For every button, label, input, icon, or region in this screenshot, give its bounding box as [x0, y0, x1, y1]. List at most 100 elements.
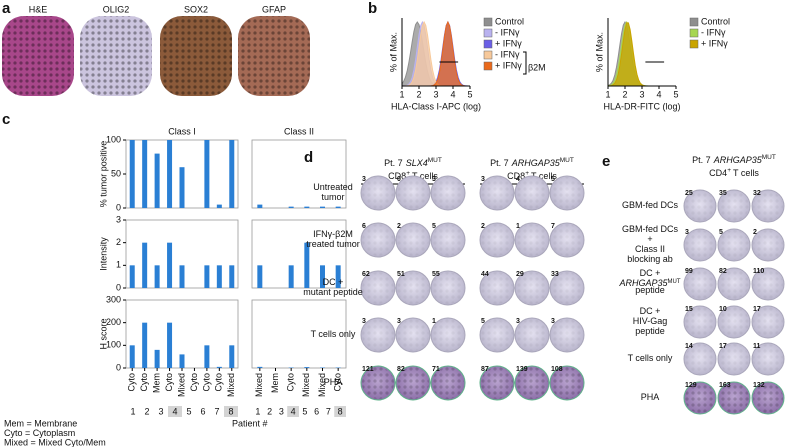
bar	[179, 265, 185, 288]
row-label-sup: MUT	[668, 279, 681, 285]
elispot-spots	[397, 319, 429, 351]
elispot-spots	[719, 230, 749, 260]
elispot-spots	[481, 319, 513, 351]
stain-label: OLIG2	[103, 4, 130, 14]
header-patient: Pt. 7	[384, 158, 403, 168]
header-patient: Pt. 7	[490, 158, 509, 168]
y-tick-label: 100	[106, 134, 121, 144]
y-tick-label: 100	[106, 340, 121, 350]
bar	[229, 140, 235, 208]
elispot-spots	[516, 177, 548, 209]
y-tick-label: 0	[116, 202, 121, 212]
x-tick-label: 4	[656, 89, 661, 99]
x-tick-label: Cyto	[189, 373, 199, 392]
spot-count: 3	[432, 176, 436, 183]
elispot-spots	[397, 224, 429, 256]
elispot-spots	[432, 224, 464, 256]
row-label-line: mutant peptide	[303, 287, 363, 297]
elispot-spots	[719, 383, 749, 413]
spot-count: 139	[516, 366, 528, 373]
bar	[142, 322, 148, 368]
spot-count: 10	[719, 306, 727, 313]
bar	[304, 367, 310, 368]
row-label-line: peptide	[635, 285, 665, 295]
spot-count: 3	[397, 318, 401, 325]
elispot-spots	[432, 367, 464, 399]
spot-count: 121	[362, 366, 374, 373]
tissue-texture	[80, 16, 152, 96]
elispot-spots	[685, 383, 715, 413]
row-label-line: peptide	[635, 326, 665, 336]
legend-bracket-label: β2M	[528, 62, 546, 72]
spot-count: 132	[753, 382, 765, 389]
x-tick-label: 2	[416, 89, 421, 99]
bar	[335, 206, 341, 208]
plot-frame	[251, 299, 347, 369]
patient-number: 5	[186, 406, 191, 416]
elispot-spots	[719, 344, 749, 374]
patient-number: 8	[338, 406, 343, 416]
row-label-line: GBM-fed DCs	[622, 224, 679, 234]
spot-count: 11	[753, 343, 761, 350]
chart-title: Class II	[284, 126, 314, 136]
spot-count: 71	[432, 366, 440, 373]
patient-shade	[224, 406, 238, 417]
elispot-spots	[551, 177, 583, 209]
x-tick-label: Mixed	[226, 373, 236, 397]
panel-letter: a	[2, 0, 11, 17]
x-tick-label: 1	[399, 89, 404, 99]
spot-count: 82	[719, 268, 727, 275]
elispot-spots	[516, 319, 548, 351]
x-tick-label: Mixed	[254, 373, 264, 397]
spot-count: 3	[362, 318, 366, 325]
spot-count: 1	[516, 223, 520, 230]
bar	[229, 345, 235, 368]
patient-number: 1	[130, 406, 135, 416]
spot-count: 5	[719, 229, 723, 236]
bar	[229, 265, 235, 288]
y-tick-label: 0	[116, 362, 121, 372]
header-cells-sup: +	[525, 170, 529, 177]
legend-entry: - IFNγ	[701, 27, 726, 37]
header-gene-sup: MUT	[428, 157, 442, 164]
spot-count: 3	[516, 318, 520, 325]
elispot-spots	[481, 367, 513, 399]
x-axis-label: Patient #	[232, 418, 268, 428]
legend-entry: Control	[701, 16, 730, 26]
elispot-spots	[753, 307, 783, 337]
elispot-spots	[685, 191, 715, 221]
row-label: DC + ARHGAP35MUT peptide	[618, 268, 680, 295]
bar	[129, 345, 135, 368]
elispot-spots	[432, 177, 464, 209]
row-label-line: PHA	[641, 392, 660, 402]
bar	[320, 206, 325, 208]
patient-number: 3	[279, 406, 284, 416]
spot-count: 0	[397, 176, 401, 183]
row-label-line: tumor	[321, 192, 344, 202]
panel-letter: d	[304, 149, 313, 166]
spot-count: 15	[685, 306, 693, 313]
row-label: GBM-fed DCs	[622, 200, 679, 210]
spot-count: 17	[753, 306, 761, 313]
panel-letter: e	[602, 153, 610, 170]
legend-swatch	[689, 28, 699, 38]
elispot-spots	[685, 344, 715, 374]
row-label-line: ARHGAP35	[618, 278, 668, 288]
spot-count: 51	[397, 271, 405, 278]
row-label: GBM-fed DCs + Class II blocking ab	[622, 224, 679, 264]
elispot-spots	[481, 272, 513, 304]
elispot-spots	[551, 272, 583, 304]
row-label-line: IFNγ-β2M	[313, 229, 353, 239]
patient-shade	[287, 406, 299, 417]
bar	[204, 345, 210, 368]
patient-number: 8	[228, 406, 233, 416]
stain-label: SOX2	[184, 4, 208, 14]
row-label: DC + HIV-Gag peptide	[633, 306, 668, 336]
header-cells-sup: +	[727, 167, 731, 174]
spot-count: 87	[481, 366, 489, 373]
bar	[320, 265, 325, 288]
row-label-line: DC +	[640, 306, 661, 316]
header-cells: CD8	[507, 171, 525, 181]
legend-entry: - IFNγ	[495, 27, 520, 37]
